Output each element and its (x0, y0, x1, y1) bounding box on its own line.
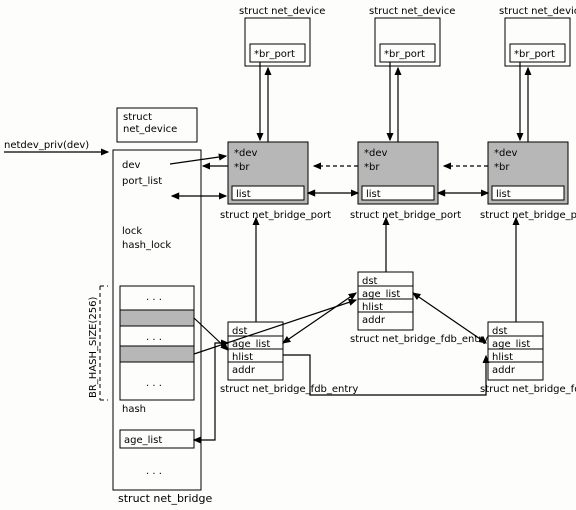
net-device-label: net_device (123, 124, 177, 135)
fdb-field: hlist (232, 352, 253, 363)
port-list-label: list (236, 189, 251, 200)
fdb-field: addr (232, 365, 256, 376)
fdb-field: hlist (362, 302, 383, 313)
dots-3: . . . (146, 378, 162, 389)
struct-net-bridge-label: struct net_bridge (118, 492, 212, 505)
port-dev-label: *dev (364, 148, 388, 159)
age-list-field: age_list (124, 435, 162, 446)
fdb-field: dst (232, 326, 248, 337)
hash-label: hash (122, 404, 146, 415)
port-list-label: list (366, 189, 381, 200)
fdb-entry-label: struct net_bridge_fdb_entry (350, 334, 488, 345)
br-port-label: *br_port (254, 49, 295, 60)
fdb-field: age_list (362, 289, 400, 300)
fdb-field: hlist (492, 352, 513, 363)
port-dev-label: *dev (234, 148, 258, 159)
port-br-label: *br (494, 162, 510, 173)
struct-net-device-caption: struct net_device (239, 6, 325, 17)
br-hash-size-label: BR_HASH_SIZE(256) (88, 297, 99, 398)
fdb-field: addr (492, 365, 516, 376)
struct-net-bridge-port-label: struct net_bridge_port (350, 210, 461, 221)
fdb-field: dst (492, 326, 508, 337)
lock-label: lock (122, 226, 142, 237)
struct-net-device-caption: struct net_device (369, 6, 455, 17)
port-br-label: *br (234, 162, 250, 173)
port-dev-label: *dev (494, 148, 518, 159)
struct-net-bridge-port-label: struct net_bridge_port (220, 210, 331, 221)
fdb-entry-label: struct net_bridge_fdb_entry (220, 384, 358, 395)
port-br-label: *br (364, 162, 380, 173)
dev-label: dev (122, 160, 141, 171)
dots-2: . . . (146, 332, 162, 343)
fdb-field: age_list (232, 339, 270, 350)
dots-4: . . . (146, 466, 162, 477)
port-list-label: list (496, 189, 511, 200)
br-port-label: *br_port (384, 49, 425, 60)
hash-lock-label: hash_lock (122, 240, 171, 251)
dots-1: . . . (146, 292, 162, 303)
arrow-agelist-2 (283, 293, 356, 343)
struct-label: struct (123, 112, 152, 123)
fdb-field: age_list (492, 339, 530, 350)
fdb-field: addr (362, 315, 386, 326)
br-port-label: *br_port (514, 49, 555, 60)
netdev-priv-label: netdev_priv(dev) (4, 140, 89, 151)
port-list-label: port_list (122, 176, 162, 187)
fdb-entry-label: struct net_bridge_fdb_entry (480, 384, 576, 395)
struct-net-device-caption: struct net_device (499, 6, 576, 17)
fdb-field: dst (362, 276, 378, 287)
struct-net-bridge-port-label: struct net_bridge_port (480, 210, 576, 221)
